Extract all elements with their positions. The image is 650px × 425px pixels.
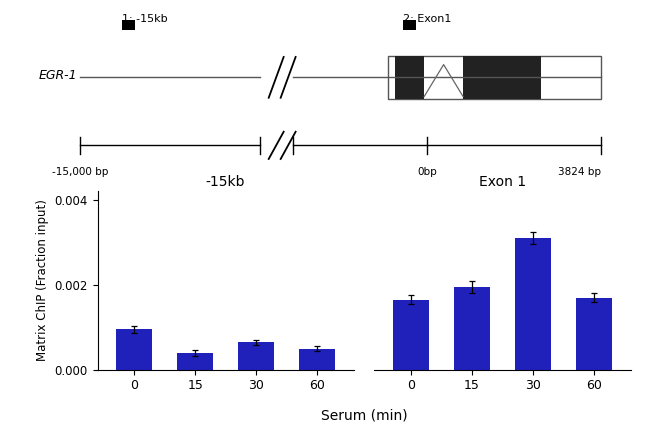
Bar (238, 342, 274, 370)
Bar (299, 348, 335, 370)
Bar (395, 56, 424, 99)
Text: 2: Exon1: 2: Exon1 (402, 14, 451, 25)
Bar (576, 298, 612, 370)
Title: -15kb: -15kb (206, 175, 245, 189)
Title: Exon 1: Exon 1 (479, 175, 526, 189)
Bar (122, 20, 135, 30)
Text: -15,000 bp: -15,000 bp (52, 167, 109, 178)
Text: 3824 bp: 3824 bp (558, 167, 601, 178)
Y-axis label: Matrix ChIP (Fraction input): Matrix ChIP (Fraction input) (36, 200, 49, 361)
Text: Serum (min): Serum (min) (320, 409, 408, 423)
Bar (454, 287, 490, 370)
Text: EGR-1: EGR-1 (38, 69, 77, 82)
Bar (116, 329, 152, 370)
Text: 1: -15kb: 1: -15kb (122, 14, 167, 25)
Bar (177, 353, 213, 370)
Bar (393, 300, 429, 370)
Bar (463, 56, 541, 99)
Bar (402, 20, 416, 30)
Bar (515, 238, 551, 370)
Bar (388, 56, 601, 99)
Text: 0bp: 0bp (417, 167, 437, 178)
